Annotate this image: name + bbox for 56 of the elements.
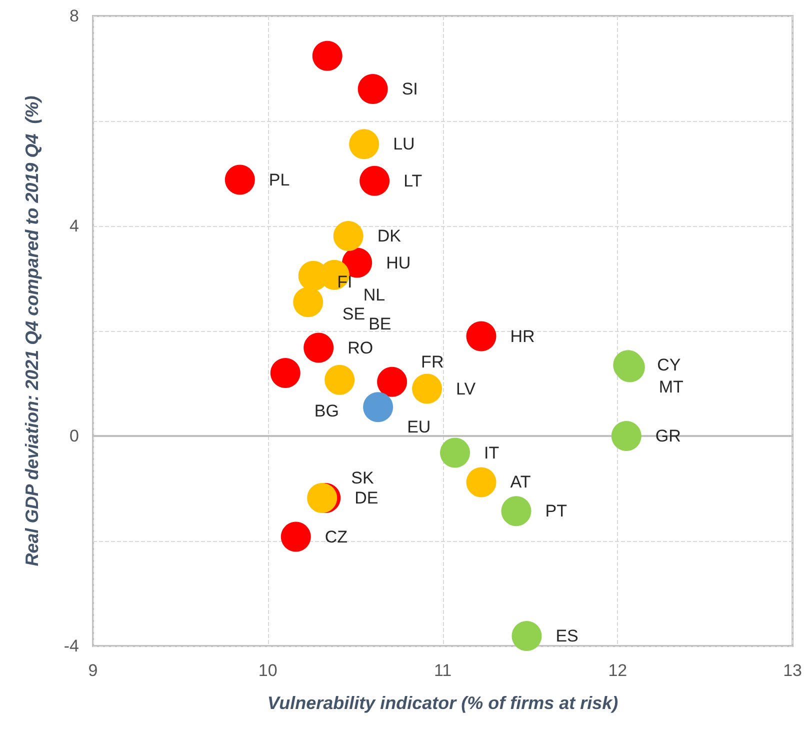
point bbox=[412, 374, 442, 404]
point bbox=[501, 496, 532, 526]
data-label: SE bbox=[342, 304, 366, 324]
data-label: LV bbox=[456, 379, 476, 398]
data-label: SK bbox=[351, 468, 374, 488]
data-label: RO bbox=[348, 338, 374, 358]
point bbox=[466, 467, 496, 498]
data-label: ES bbox=[556, 626, 578, 646]
y-axis-title: Real GDP deviation: 2021 Q4 compared to 2019 Q4 (%) bbox=[22, 96, 42, 566]
point bbox=[360, 166, 390, 196]
data-label: DE bbox=[354, 488, 378, 508]
y-tick-label: -4 bbox=[64, 636, 79, 656]
point bbox=[304, 332, 334, 363]
data-label: DK bbox=[377, 226, 402, 246]
data-label: LU bbox=[393, 134, 415, 154]
y-tick-label: 4 bbox=[70, 216, 79, 236]
point bbox=[466, 321, 496, 352]
point bbox=[611, 421, 642, 451]
data-label: MT bbox=[658, 378, 684, 397]
data-label: LT bbox=[404, 171, 422, 190]
x-tick-label: 13 bbox=[783, 661, 802, 680]
point bbox=[224, 164, 255, 195]
data-label: PL bbox=[268, 170, 290, 190]
data-label: EU bbox=[407, 418, 431, 437]
point bbox=[324, 364, 355, 395]
data-label: AT bbox=[510, 472, 531, 492]
x-tick-label: 10 bbox=[258, 661, 278, 680]
point bbox=[280, 522, 311, 552]
data-label: PT bbox=[545, 502, 567, 521]
point bbox=[349, 129, 380, 160]
y-tick-label: 0 bbox=[70, 426, 79, 446]
y-tick-label: 8 bbox=[70, 6, 79, 26]
x-tick-label: 9 bbox=[88, 661, 98, 680]
point bbox=[333, 220, 364, 251]
data-label: BE bbox=[368, 314, 392, 334]
data-label: BG bbox=[314, 402, 339, 420]
data-label: FR bbox=[421, 352, 444, 372]
data-label: HU bbox=[386, 253, 411, 272]
x-axis-title: Vulnerability indicator (% of firms at risk) bbox=[267, 693, 618, 713]
point bbox=[312, 40, 342, 71]
point bbox=[270, 358, 300, 388]
x-tick-label: 12 bbox=[608, 661, 628, 680]
data-label: CY bbox=[657, 356, 681, 375]
point bbox=[293, 287, 324, 318]
point bbox=[363, 392, 394, 422]
data-label: SI bbox=[402, 79, 418, 98]
data-label: CZ bbox=[324, 527, 348, 546]
point bbox=[377, 366, 408, 397]
point bbox=[440, 438, 470, 468]
data-label: IT bbox=[484, 443, 500, 462]
data-label: NL bbox=[363, 285, 386, 304]
data-label: HR bbox=[510, 326, 535, 346]
point bbox=[358, 74, 388, 104]
data-label: GR bbox=[655, 426, 681, 446]
x-tick-label: 11 bbox=[434, 661, 452, 680]
point bbox=[512, 621, 542, 652]
